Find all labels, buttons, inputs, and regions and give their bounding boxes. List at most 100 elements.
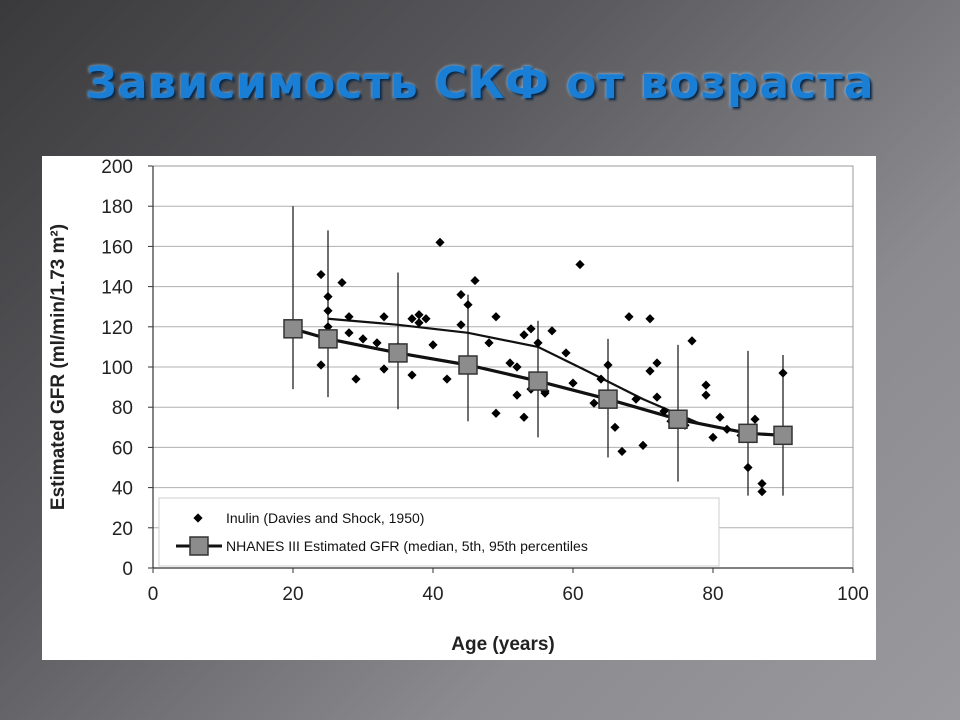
- inulin-point-58: [687, 336, 697, 346]
- inulin-point-17: [414, 318, 424, 328]
- inulin-point-63: [722, 424, 732, 434]
- inulin-point-8: [351, 374, 361, 384]
- inulin-point-32: [519, 412, 529, 422]
- y-tick-label-200: 200: [101, 157, 133, 178]
- x-tick-label-80: 80: [702, 584, 723, 605]
- tick-labels: 0 20 40 60 80 100 120 140 160 180 200 0 20 40 60 80 100: [101, 157, 869, 605]
- inulin-point-43: [589, 398, 599, 408]
- y-tick-label-100: 100: [101, 358, 133, 379]
- y-tick-label-40: 40: [112, 479, 133, 500]
- inulin-point-52: [645, 366, 655, 376]
- y-tick-label-140: 140: [101, 278, 133, 299]
- x-tick-label-40: 40: [422, 584, 443, 605]
- inulin-point-60: [701, 390, 711, 400]
- inulin-point-1: [316, 360, 326, 370]
- nhanes-median-marker-age-90: [773, 425, 793, 446]
- inulin-point-9: [358, 334, 368, 344]
- inulin-point-39: [547, 326, 557, 336]
- x-tick-label-100: 100: [837, 584, 869, 605]
- inulin-point-6: [344, 312, 354, 322]
- inulin-point-16: [414, 310, 424, 320]
- inulin-point-7: [344, 328, 354, 338]
- inulin-point-25: [470, 275, 480, 286]
- inulin-point-31: [512, 390, 522, 400]
- inulin-point-3: [323, 306, 333, 316]
- inulin-point-11: [379, 312, 389, 322]
- inulin-point-49: [631, 394, 641, 404]
- inulin-point-51: [645, 314, 655, 324]
- inulin-point-62: [715, 412, 725, 422]
- inulin-point-53: [652, 358, 662, 368]
- inulin-point-24: [463, 300, 473, 310]
- inulin-point-54: [652, 392, 662, 402]
- inulin-point-42: [575, 259, 585, 270]
- inulin-point-27: [491, 312, 501, 322]
- nhanes-median-marker-age-45: [458, 355, 478, 375]
- inulin-point-22: [456, 290, 466, 300]
- inulin-point-0: [316, 269, 326, 280]
- inulin-point-47: [617, 446, 627, 457]
- inulin-point-45: [603, 360, 613, 370]
- x-tick-label-20: 20: [282, 584, 303, 605]
- slide-title: Зависимость СКФ от возраста: [85, 58, 875, 109]
- y-tick-label-0: 0: [122, 559, 133, 580]
- inulin-point-38: [540, 388, 550, 398]
- y-tick-label-60: 60: [112, 438, 133, 459]
- inulin-point-67: [757, 478, 767, 489]
- x-axis-title: Age (years): [451, 634, 555, 655]
- nhanes-median-marker-age-75: [668, 409, 688, 430]
- legend-label-inulin: Inulin (Davies and Shock, 1950): [226, 510, 424, 526]
- inulin-point-28: [491, 408, 501, 418]
- inulin-point-5: [337, 277, 347, 288]
- inulin-point-4: [323, 322, 333, 332]
- inulin-point-66: [750, 414, 760, 424]
- inulin-point-68: [757, 487, 767, 497]
- legend-label-nhanes: NHANES III Estimated GFR (median, 5th, 9…: [226, 538, 588, 554]
- inulin-point-15: [407, 314, 417, 324]
- inulin-point-23: [456, 320, 466, 330]
- inulin-point-20: [435, 237, 445, 247]
- percentile-bars: [292, 206, 784, 496]
- inulin-point-61: [708, 432, 718, 442]
- nhanes-markers: [283, 319, 793, 446]
- nhanes-median-marker-age-65: [598, 389, 618, 409]
- inulin-point-48: [624, 312, 634, 322]
- nhanes-median-marker-age-25: [318, 329, 338, 349]
- inulin-point-50: [638, 440, 648, 450]
- inulin-point-69: [778, 368, 788, 378]
- inulin-point-41: [568, 378, 578, 388]
- inulin-point-59: [701, 380, 711, 390]
- inulin-point-14: [407, 370, 417, 380]
- y-tick-label-20: 20: [112, 519, 133, 540]
- x-tick-label-60: 60: [562, 584, 583, 605]
- nhanes-median-marker-age-85: [738, 423, 758, 444]
- inulin-point-26: [484, 338, 494, 348]
- y-tick-label-120: 120: [101, 318, 133, 339]
- chart-panel: 0 20 40 60 80 100 120 140 160 180 200 0 20 40 60 80 100 …: [42, 156, 876, 660]
- inulin-point-18: [421, 314, 431, 324]
- legend-square-marker: [189, 536, 209, 556]
- inulin-point-40: [561, 348, 571, 358]
- inulin-point-10: [372, 338, 382, 348]
- inulin-point-30: [512, 362, 522, 372]
- inulin-point-44: [596, 374, 606, 384]
- legend-box: [158, 497, 720, 567]
- y-axis-title: Estimated GFR (ml/min/1.73 m²): [48, 224, 69, 510]
- inulin-trend-line: [327, 317, 784, 437]
- y-tick-label-80: 80: [112, 398, 133, 419]
- inulin-point-21: [442, 374, 452, 384]
- nhanes-median-marker-age-55: [528, 371, 548, 391]
- inulin-point-36: [533, 338, 543, 348]
- x-tick-label-0: 0: [148, 584, 159, 605]
- nhanes-median-marker-age-35: [388, 343, 408, 363]
- nhanes-median-marker-age-20: [283, 319, 303, 339]
- inulin-point-65: [743, 462, 753, 473]
- inulin-point-46: [610, 422, 620, 432]
- legend-diamond-marker: [193, 513, 203, 523]
- chart-legend: Inulin (Davies and Shock, 1950) NHANES I…: [158, 497, 720, 567]
- inulin-point-34: [526, 324, 536, 334]
- y-tick-label-160: 160: [101, 237, 133, 258]
- inulin-point-33: [519, 330, 529, 340]
- axes: [148, 165, 854, 573]
